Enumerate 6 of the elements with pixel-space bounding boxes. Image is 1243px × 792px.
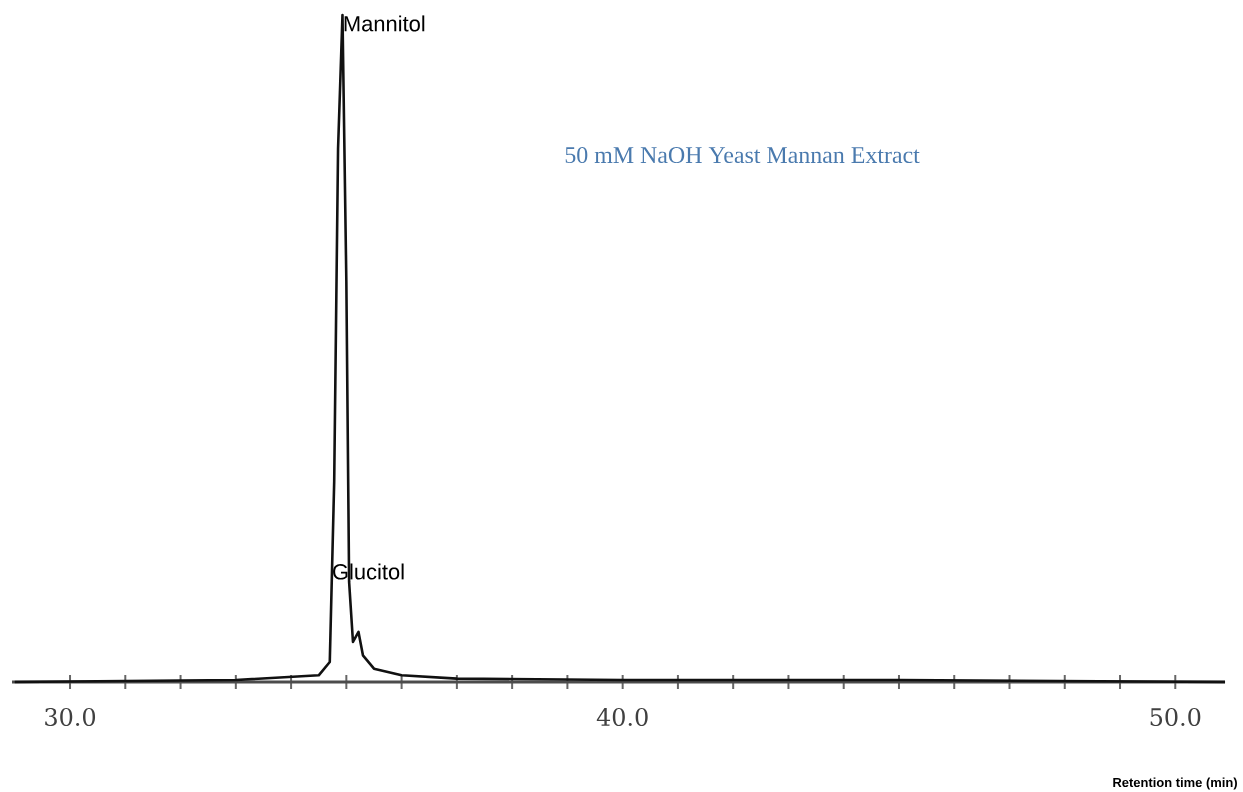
annotation: 50 mM NaOH Yeast Mannan Extract xyxy=(565,147,920,164)
x-axis-title: Retention time (min) xyxy=(1113,777,1237,790)
x-tick-label: 40.0 xyxy=(596,707,648,727)
x-tick-label: 50.0 xyxy=(1150,707,1201,727)
annotation: Mannitol xyxy=(344,15,425,32)
x-tick-label: 30.0 xyxy=(45,707,96,727)
